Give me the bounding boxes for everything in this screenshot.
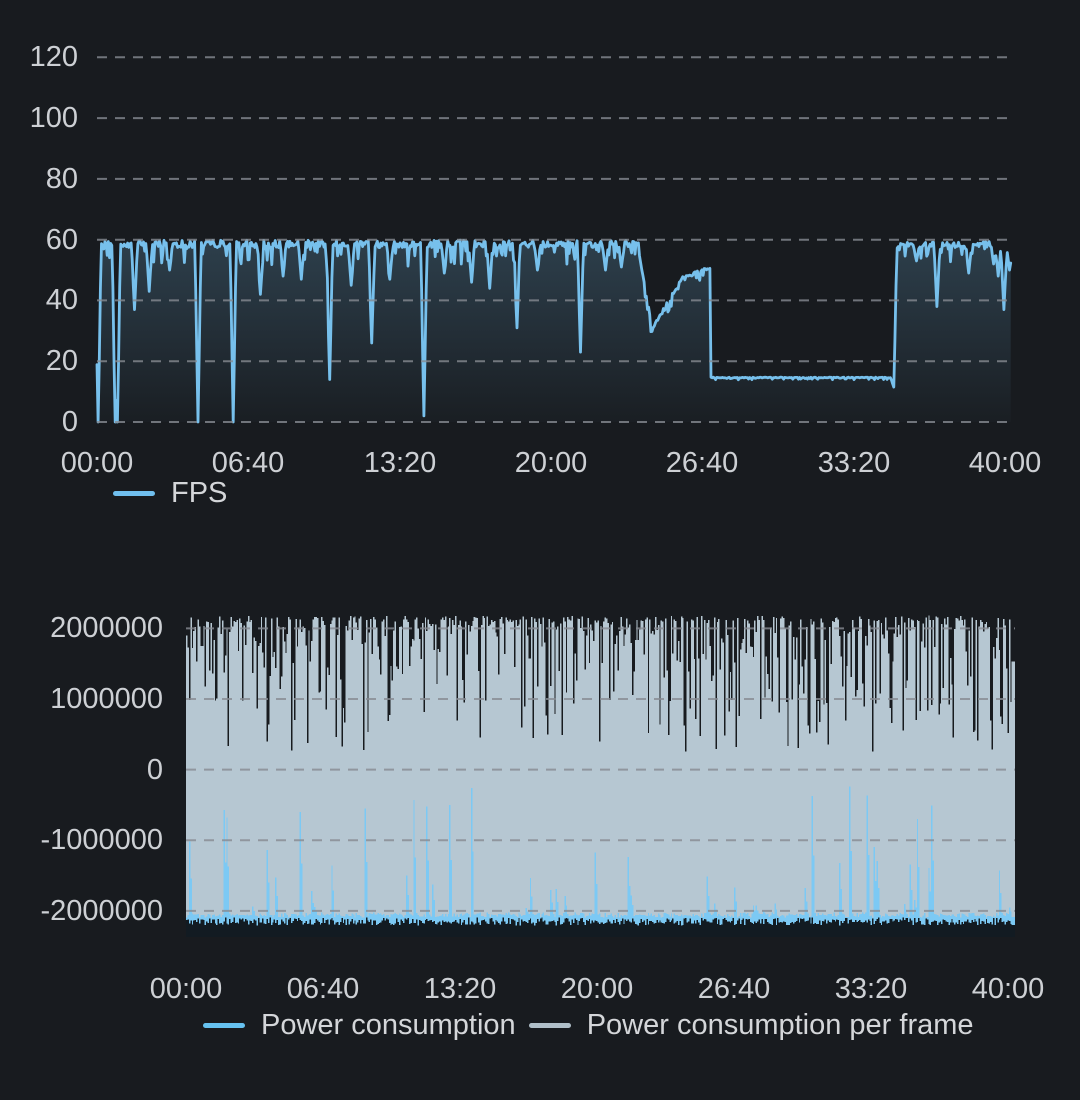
legend-label: Power consumption per frame	[586, 1009, 974, 1041]
power-legend: Power consumption Power consumption per f…	[203, 1008, 974, 1042]
legend-item[interactable]: Power consumption	[203, 1008, 516, 1042]
legend-line-swatch	[203, 1022, 245, 1028]
power-per-frame-area	[186, 615, 1015, 937]
legend-item[interactable]: FPS	[113, 476, 227, 510]
legend-label: FPS	[171, 477, 228, 509]
power-consumption-area	[186, 786, 1015, 937]
fps-legend: FPS	[113, 476, 227, 510]
power-chart-plot	[186, 615, 1015, 937]
legend-line-swatch	[113, 490, 155, 496]
fps-line	[95, 238, 1013, 424]
legend-line-swatch	[528, 1022, 571, 1028]
legend-item[interactable]: Power consumption per frame	[528, 1008, 974, 1042]
fps-area-fill	[97, 240, 1011, 422]
power-bottom-strip	[186, 917, 1015, 937]
fps-chart-plot	[95, 56, 1015, 424]
legend-label: Power consumption	[261, 1009, 516, 1041]
